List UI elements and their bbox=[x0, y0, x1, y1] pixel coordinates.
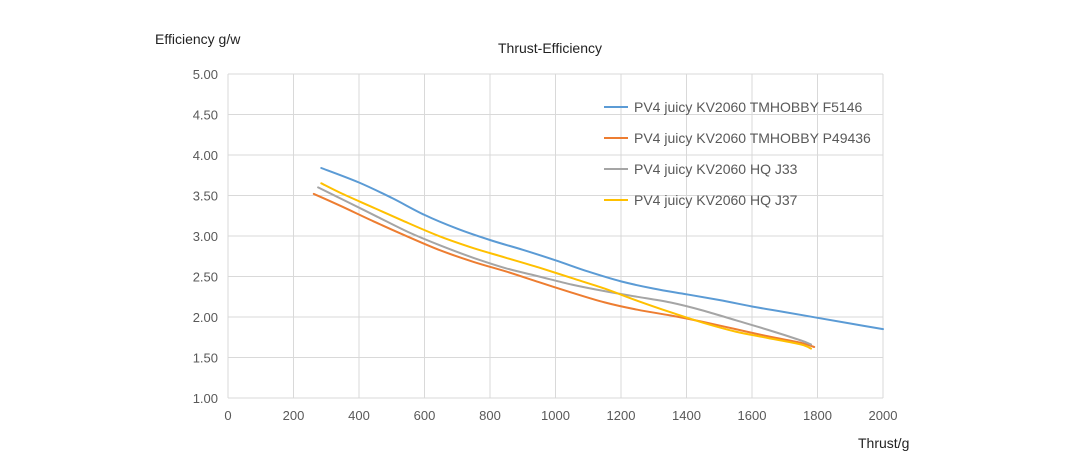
x-tick-label: 200 bbox=[283, 408, 305, 423]
x-tick-label: 1200 bbox=[607, 408, 636, 423]
chart-title: Thrust-Efficiency bbox=[498, 40, 602, 56]
series-line-2 bbox=[312, 192, 816, 348]
x-tick-label: 1800 bbox=[803, 408, 832, 423]
y-tick-label: 4.00 bbox=[193, 148, 218, 163]
y-axis-title: Efficiency g/w bbox=[155, 31, 241, 47]
y-tick-label: 1.50 bbox=[193, 351, 218, 366]
y-tick-label: 3.00 bbox=[193, 229, 218, 244]
grid bbox=[227, 73, 884, 399]
x-tick-label: 1000 bbox=[541, 408, 570, 423]
series-line-4 bbox=[320, 182, 812, 350]
y-tick-label: 3.50 bbox=[193, 189, 218, 204]
legend: PV4 juicy KV2060 TMHOBBY F5146 PV4 juicy … bbox=[604, 99, 871, 208]
x-tick-label: 800 bbox=[479, 408, 501, 423]
x-tick-label: 2000 bbox=[869, 408, 898, 423]
x-tick-label: 0 bbox=[224, 408, 231, 423]
legend-label: PV4 juicy KV2060 TMHOBBY P49436 bbox=[634, 130, 871, 146]
x-tick-label: 400 bbox=[348, 408, 370, 423]
series-line-3 bbox=[317, 186, 812, 346]
x-tick-label: 1400 bbox=[672, 408, 701, 423]
x-tick-label: 600 bbox=[414, 408, 436, 423]
series-lines bbox=[312, 167, 884, 350]
x-axis-title: Thrust/g bbox=[858, 435, 910, 451]
legend-label: PV4 juicy KV2060 HQ J37 bbox=[634, 192, 798, 208]
axes: 0 200 400 600 800 1000 1200 1400 1600 1800 2000 1.0… bbox=[193, 67, 898, 423]
y-tick-label: 4.50 bbox=[193, 108, 218, 123]
y-tick-label: 2.50 bbox=[193, 270, 218, 285]
y-tick-label: 2.00 bbox=[193, 310, 218, 325]
series-line-1 bbox=[320, 167, 884, 331]
x-tick-label: 1600 bbox=[738, 408, 767, 423]
legend-label: PV4 juicy KV2060 TMHOBBY F5146 bbox=[634, 99, 862, 115]
y-tick-label: 1.00 bbox=[193, 391, 218, 406]
legend-label: PV4 juicy KV2060 HQ J33 bbox=[634, 161, 798, 177]
y-tick-label: 5.00 bbox=[193, 67, 218, 82]
